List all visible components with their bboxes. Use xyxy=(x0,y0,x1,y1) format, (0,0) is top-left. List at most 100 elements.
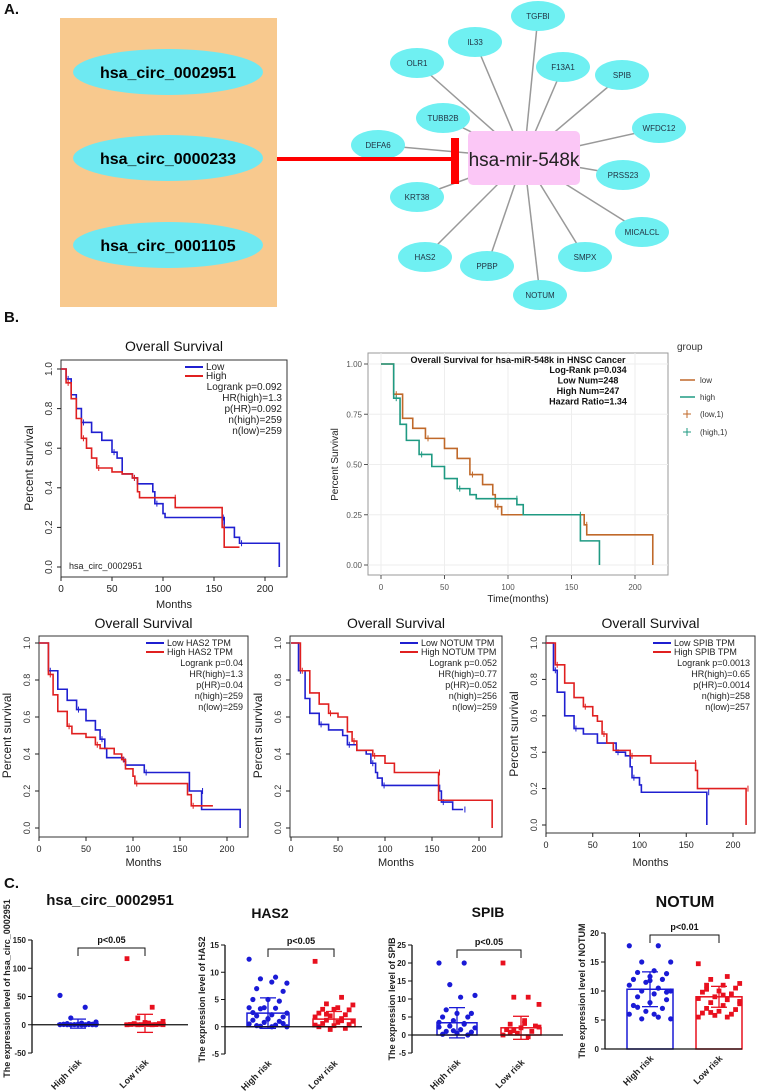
data-point xyxy=(472,992,478,999)
y-tick-label: 5 xyxy=(215,996,220,1005)
x-tick-label: 150 xyxy=(424,844,439,854)
data-point xyxy=(643,1008,649,1014)
data-point xyxy=(339,1018,344,1024)
y-tick-label: 0.8 xyxy=(22,674,32,687)
data-point xyxy=(342,1025,348,1031)
data-point xyxy=(504,1027,509,1032)
significance-bracket xyxy=(649,934,720,943)
data-point xyxy=(280,988,286,994)
data-point xyxy=(342,1012,348,1018)
mirna-hub-label: hsa-mir-548k xyxy=(469,150,580,171)
data-point xyxy=(440,1014,446,1020)
data-point xyxy=(157,1021,162,1027)
data-point xyxy=(86,1021,92,1027)
chart-title: HAS2 xyxy=(251,905,289,921)
chart-stat: n(high)=256 xyxy=(449,691,497,701)
y-tick-label: 0 xyxy=(595,1045,600,1054)
data-point xyxy=(708,977,714,982)
plot-box xyxy=(38,635,249,838)
data-point xyxy=(436,1019,442,1025)
y-tick-label: 0.2 xyxy=(273,785,283,798)
data-point xyxy=(634,1004,641,1010)
data-point xyxy=(346,1022,352,1027)
km-plot: 0.0 0.2 0.4 0.6 0.8 1.0 0 50 100 150 200 Percent su… xyxy=(507,615,756,869)
data-point xyxy=(663,989,670,995)
data-point xyxy=(733,985,738,991)
significance-bracket xyxy=(77,947,146,956)
chart-stat: Logrank p=0.052 xyxy=(429,658,497,668)
data-point xyxy=(149,1004,155,1010)
data-point xyxy=(522,1018,527,1023)
y-tick-label: 0.4 xyxy=(22,748,32,761)
data-point xyxy=(450,1028,456,1034)
km-plot: 0.0 0.2 0.4 0.6 0.8 1.0 0 50 100 150 200 Percent su… xyxy=(0,615,249,869)
data-point xyxy=(272,1005,279,1011)
x-axis-label: Months xyxy=(125,857,162,869)
data-point xyxy=(443,1028,449,1034)
data-point xyxy=(458,1027,464,1033)
data-point xyxy=(668,988,674,994)
significance-label: p<0.05 xyxy=(97,935,125,945)
y-tick-label: 50 xyxy=(17,993,26,1002)
data-point xyxy=(663,997,670,1003)
y-tick-label: 5 xyxy=(402,1013,407,1022)
y-tick-label: 100 xyxy=(13,964,27,973)
x-tick-label: 150 xyxy=(565,583,579,592)
network-diagram: hsa_circ_0002951 hsa_circ_0000233 hsa_circ… xyxy=(60,1,686,310)
data-point xyxy=(68,1015,74,1021)
data-point xyxy=(261,1019,267,1025)
x-tick-label: 50 xyxy=(588,840,598,850)
target-node xyxy=(351,130,405,160)
legend-entry: High SPIB TPM xyxy=(674,647,737,657)
data-point xyxy=(436,1024,442,1030)
data-point xyxy=(507,1021,513,1027)
data-point xyxy=(246,1005,252,1011)
data-point xyxy=(250,1017,256,1023)
x-axis-label: Months xyxy=(378,857,415,869)
data-point xyxy=(708,1000,714,1005)
x-tick-label: 200 xyxy=(257,584,274,595)
y-tick-label: 1.0 xyxy=(529,637,539,650)
data-point xyxy=(712,1012,718,1018)
x-tick-label: 200 xyxy=(219,844,234,854)
y-tick-label: 0.6 xyxy=(529,710,539,723)
data-point xyxy=(312,958,318,964)
circrna-node xyxy=(73,135,263,181)
data-point xyxy=(522,1021,527,1026)
x-tick-label: 150 xyxy=(679,840,694,850)
y-tick-label: 0.8 xyxy=(273,674,283,687)
data-point xyxy=(443,1007,449,1013)
x-category-label: High risk xyxy=(621,1053,656,1088)
data-point xyxy=(639,988,645,994)
data-point xyxy=(700,1010,705,1016)
data-point xyxy=(346,1007,352,1013)
chart-stat: n(low)=259 xyxy=(452,702,497,712)
significance-bracket xyxy=(267,948,335,957)
plot-box xyxy=(60,359,288,578)
target-node xyxy=(615,217,669,247)
chart-title: NOTUM xyxy=(656,894,715,911)
y-tick-label: 0.6 xyxy=(44,441,55,455)
legend-entry: high xyxy=(700,393,715,402)
significance-label: p<0.05 xyxy=(475,937,503,947)
x-category-label: High risk xyxy=(428,1057,463,1092)
data-point xyxy=(716,1008,722,1014)
y-tick-label: 20 xyxy=(590,929,599,938)
y-tick-label: 0 xyxy=(215,1023,220,1032)
x-category-label: High risk xyxy=(49,1057,84,1092)
legend-entry: (low,1) xyxy=(700,410,724,419)
data-point xyxy=(324,1001,329,1007)
y-tick-label: 0.4 xyxy=(273,748,283,761)
x-tick-label: 200 xyxy=(628,583,642,592)
data-point xyxy=(663,971,670,977)
circrna-label: hsa_circ_0002951 xyxy=(100,65,236,82)
data-point xyxy=(655,943,661,949)
legend-title: group xyxy=(677,342,703,353)
legend-entry: Low HAS2 TPM xyxy=(167,638,231,648)
data-point xyxy=(525,994,531,1000)
data-point xyxy=(500,960,506,966)
target-label: MICALCL xyxy=(625,228,660,237)
survival-curve xyxy=(291,642,464,811)
